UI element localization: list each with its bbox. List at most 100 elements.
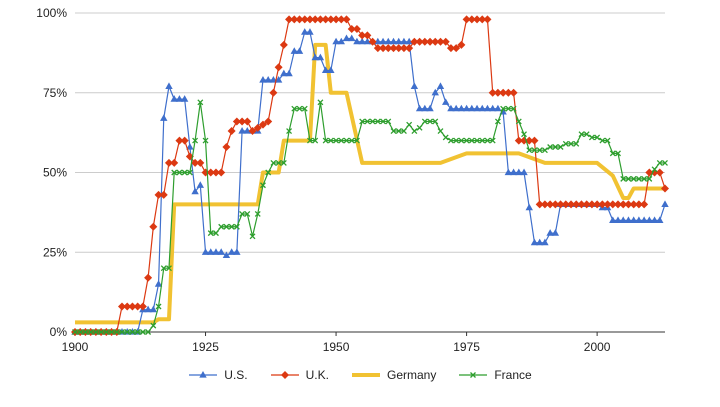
data-point: [213, 230, 219, 237]
data-point: [343, 137, 350, 144]
data-point: [400, 128, 407, 134]
data-point: [619, 200, 628, 209]
data-point: [144, 273, 153, 282]
data-point: [164, 158, 173, 167]
data-point: [322, 137, 329, 144]
data-point: [274, 75, 283, 83]
data-point: [300, 15, 309, 24]
data-point: [531, 147, 538, 154]
data-point: [295, 15, 304, 24]
data-point: [363, 37, 372, 45]
data-point: [358, 31, 367, 40]
data-point: [483, 15, 492, 24]
data-point: [619, 216, 627, 223]
x-tick-label: 2000: [584, 340, 611, 354]
data-point: [624, 200, 633, 209]
data-point: [655, 168, 664, 177]
data-point: [635, 216, 643, 223]
data-point: [269, 88, 278, 97]
data-point: [270, 159, 277, 166]
data-point: [650, 216, 659, 223]
data-point: [432, 118, 439, 125]
data-point: [587, 200, 596, 209]
data-point: [321, 15, 330, 24]
data-point: [316, 53, 325, 61]
data-point: [352, 24, 361, 33]
data-point: [254, 211, 261, 217]
data-point: [578, 131, 585, 138]
data-point: [327, 137, 334, 144]
legend-label: France: [494, 368, 532, 382]
data-point: [139, 329, 146, 335]
data-point: [285, 15, 294, 24]
data-point: [305, 15, 314, 24]
data-point: [217, 248, 225, 255]
data-point: [291, 105, 298, 112]
data-point: [603, 200, 612, 209]
data-point: [441, 37, 450, 46]
data-point: [232, 117, 241, 126]
data-point: [290, 47, 298, 54]
data-point: [207, 248, 215, 255]
data-point: [359, 118, 366, 125]
data-point: [124, 329, 131, 335]
data-point: [144, 305, 152, 313]
data-point: [306, 28, 314, 35]
data-point: [599, 137, 606, 144]
data-point: [573, 140, 580, 147]
legend-label: U.K.: [305, 368, 329, 382]
data-point: [353, 137, 360, 144]
data-point: [264, 117, 273, 126]
data-point: [394, 44, 403, 53]
data-point: [379, 44, 388, 53]
data-point: [155, 303, 162, 310]
data-point: [410, 82, 419, 89]
data-point: [128, 302, 137, 311]
legend-marker: [199, 371, 207, 378]
data-point: [458, 137, 465, 144]
data-point: [160, 114, 168, 121]
legend-swatch: [351, 373, 380, 377]
data-point: [258, 120, 267, 129]
data-point: [598, 200, 607, 209]
data-point: [108, 329, 115, 335]
data-point: [494, 104, 502, 112]
data-point: [353, 37, 361, 45]
data-point: [363, 31, 372, 40]
x-tick-label: 1950: [323, 340, 350, 354]
data-point: [468, 137, 475, 144]
data-point: [572, 200, 581, 209]
data-point: [520, 168, 528, 176]
data-point: [238, 117, 247, 126]
data-point: [656, 216, 664, 223]
data-point: [431, 88, 439, 96]
data-point: [92, 329, 99, 335]
data-point: [191, 158, 200, 167]
data-point: [515, 118, 522, 125]
data-point: [202, 137, 209, 144]
data-point: [615, 150, 621, 157]
data-point: [259, 75, 267, 83]
data-point: [561, 200, 570, 209]
data-point: [368, 37, 377, 46]
data-point: [260, 182, 266, 189]
data-point: [117, 302, 126, 311]
data-point: [624, 216, 633, 223]
data-point: [82, 329, 89, 335]
data-point: [77, 329, 84, 335]
data-point: [551, 200, 560, 209]
data-point: [483, 104, 492, 112]
y-tick-label: 0%: [50, 325, 68, 339]
data-point: [233, 248, 241, 255]
data-point: [489, 137, 496, 144]
data-point: [431, 37, 440, 46]
data-point: [530, 238, 539, 246]
x-tick-label: 1975: [453, 340, 480, 354]
data-point: [369, 118, 376, 125]
data-point: [562, 140, 569, 147]
data-point: [295, 47, 304, 54]
data-point: [338, 137, 345, 144]
data-point: [227, 127, 236, 136]
data-point: [165, 82, 173, 89]
